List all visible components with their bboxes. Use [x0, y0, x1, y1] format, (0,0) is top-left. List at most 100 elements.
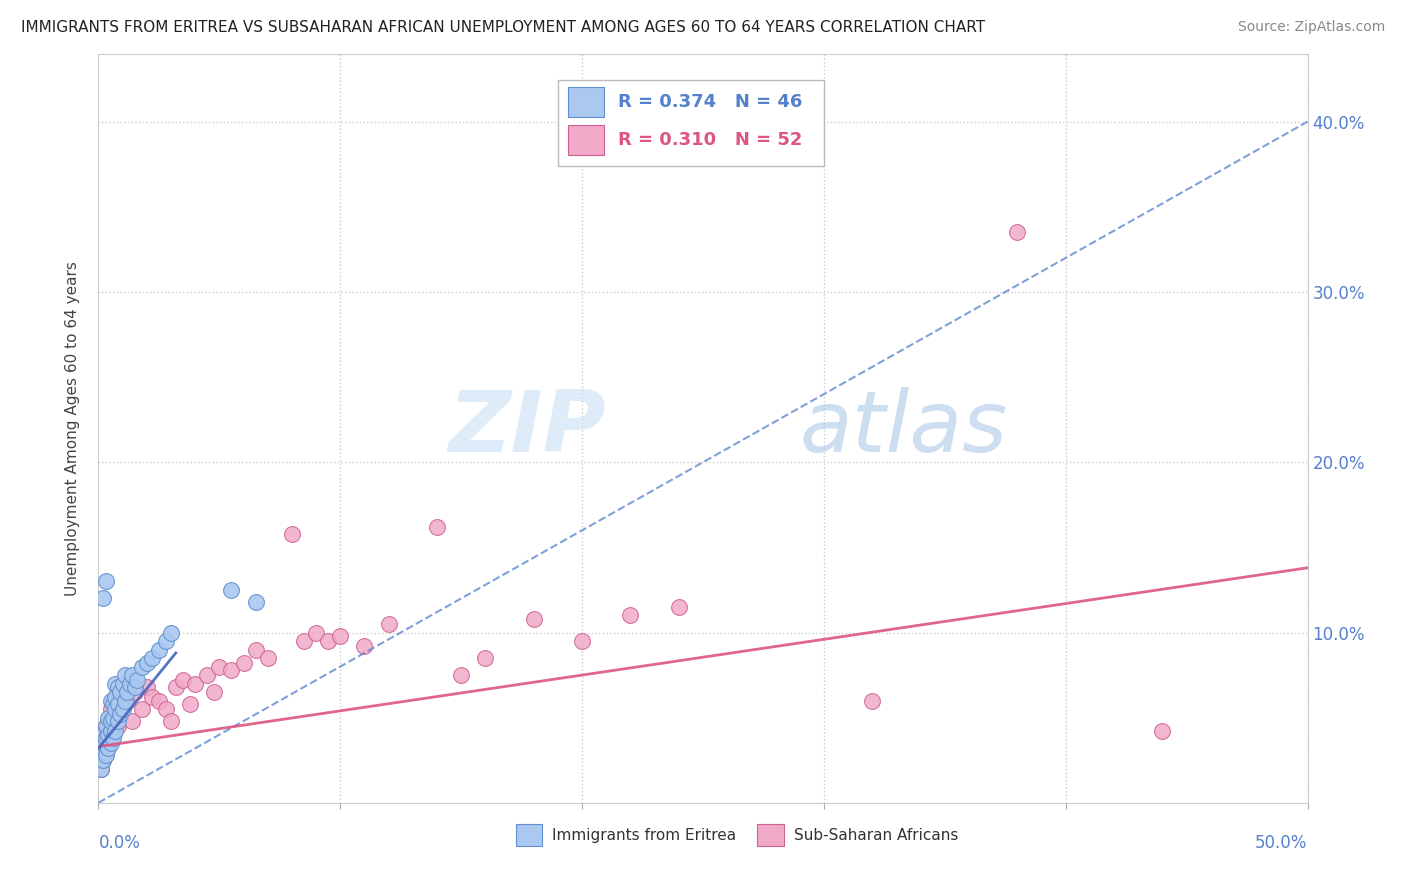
- Point: [100, 702, 122, 716]
- Point: [94, 574, 117, 589]
- Point: [208, 659, 231, 673]
- Point: [94, 719, 117, 733]
- Point: [104, 724, 127, 739]
- Text: 50.0%: 50.0%: [1256, 834, 1308, 852]
- Point: [108, 707, 131, 722]
- Point: [221, 663, 243, 677]
- Point: [101, 711, 124, 725]
- Point: [148, 642, 170, 657]
- Point: [100, 736, 122, 750]
- Point: [124, 685, 146, 699]
- Point: [141, 690, 163, 705]
- Point: [97, 741, 120, 756]
- Point: [523, 612, 546, 626]
- Point: [91, 728, 114, 742]
- Point: [117, 693, 139, 707]
- Point: [100, 731, 122, 745]
- Point: [101, 724, 124, 739]
- Point: [155, 634, 177, 648]
- Point: [104, 711, 127, 725]
- Point: [204, 685, 226, 699]
- Point: [107, 697, 129, 711]
- Point: [135, 680, 157, 694]
- Point: [135, 656, 157, 670]
- Point: [107, 680, 129, 694]
- Point: [111, 697, 134, 711]
- Point: [104, 676, 127, 690]
- Point: [107, 719, 129, 733]
- Point: [124, 680, 146, 694]
- Point: [114, 668, 136, 682]
- Point: [245, 642, 267, 657]
- Point: [256, 651, 278, 665]
- Point: [91, 591, 114, 606]
- Point: [94, 745, 117, 759]
- Text: 0.0%: 0.0%: [98, 834, 141, 852]
- Point: [101, 731, 124, 745]
- Point: [221, 582, 243, 597]
- Point: [165, 680, 187, 694]
- Point: [316, 634, 339, 648]
- Point: [281, 526, 304, 541]
- Point: [94, 719, 117, 733]
- Point: [160, 714, 183, 728]
- Point: [131, 702, 153, 716]
- Point: [118, 676, 141, 690]
- Point: [353, 639, 375, 653]
- Point: [90, 745, 112, 759]
- Point: [104, 690, 127, 705]
- Point: [860, 693, 883, 707]
- Point: [111, 702, 134, 716]
- Point: [329, 629, 352, 643]
- Point: [121, 668, 143, 682]
- Point: [108, 707, 131, 722]
- FancyBboxPatch shape: [568, 125, 603, 154]
- Point: [97, 736, 120, 750]
- Point: [104, 702, 127, 716]
- FancyBboxPatch shape: [558, 79, 824, 166]
- Point: [100, 724, 122, 739]
- Point: [1007, 225, 1029, 239]
- Point: [184, 676, 207, 690]
- Text: R = 0.374   N = 46: R = 0.374 N = 46: [619, 94, 803, 112]
- Point: [292, 634, 315, 648]
- Point: [90, 762, 112, 776]
- Point: [91, 753, 114, 767]
- Text: Immigrants from Eritrea: Immigrants from Eritrea: [551, 828, 735, 843]
- Point: [160, 625, 183, 640]
- Point: [97, 714, 120, 728]
- Text: R = 0.310   N = 52: R = 0.310 N = 52: [619, 131, 803, 149]
- Point: [100, 714, 122, 728]
- Point: [107, 714, 129, 728]
- Point: [101, 697, 124, 711]
- Text: IMMIGRANTS FROM ERITREA VS SUBSAHARAN AFRICAN UNEMPLOYMENT AMONG AGES 60 TO 64 Y: IMMIGRANTS FROM ERITREA VS SUBSAHARAN AF…: [21, 20, 986, 35]
- Point: [121, 714, 143, 728]
- Point: [97, 711, 120, 725]
- Point: [377, 617, 399, 632]
- Point: [117, 685, 139, 699]
- Point: [141, 651, 163, 665]
- Point: [111, 676, 134, 690]
- Point: [305, 625, 328, 640]
- Point: [131, 659, 153, 673]
- Point: [668, 599, 690, 614]
- Point: [426, 520, 449, 534]
- Point: [127, 673, 149, 688]
- Point: [155, 702, 177, 716]
- Point: [90, 762, 112, 776]
- Point: [91, 736, 114, 750]
- Point: [108, 685, 131, 699]
- Point: [232, 656, 254, 670]
- Point: [1152, 724, 1174, 739]
- Point: [179, 697, 201, 711]
- Point: [94, 748, 117, 763]
- Point: [619, 608, 641, 623]
- Point: [571, 634, 593, 648]
- Text: atlas: atlas: [800, 386, 1008, 470]
- Point: [172, 673, 194, 688]
- Point: [114, 693, 136, 707]
- Point: [90, 736, 112, 750]
- Text: ZIP: ZIP: [449, 386, 606, 470]
- Point: [474, 651, 496, 665]
- FancyBboxPatch shape: [568, 87, 603, 117]
